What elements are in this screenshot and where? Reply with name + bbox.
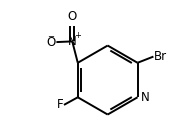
Text: N: N: [68, 35, 77, 48]
Text: O: O: [46, 36, 56, 49]
Text: Br: Br: [154, 50, 167, 63]
Text: O: O: [68, 10, 77, 23]
Text: N: N: [141, 91, 150, 104]
Text: F: F: [57, 98, 63, 111]
Text: −: −: [47, 32, 54, 41]
Text: +: +: [74, 31, 81, 40]
